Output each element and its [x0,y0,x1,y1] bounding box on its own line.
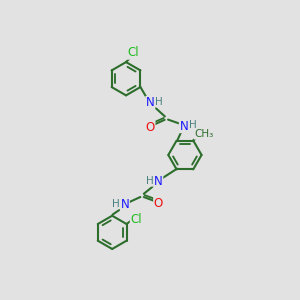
Text: H: H [155,97,163,107]
Text: Cl: Cl [130,213,142,226]
Text: N: N [121,198,129,211]
Text: N: N [146,97,155,110]
Text: N: N [154,175,163,188]
Text: CH₃: CH₃ [194,129,214,139]
Text: Cl: Cl [127,46,139,59]
Text: N: N [179,120,188,133]
Text: O: O [154,197,163,210]
Text: H: H [112,199,120,209]
Text: O: O [146,121,155,134]
Text: H: H [146,176,154,186]
Text: H: H [189,120,196,130]
